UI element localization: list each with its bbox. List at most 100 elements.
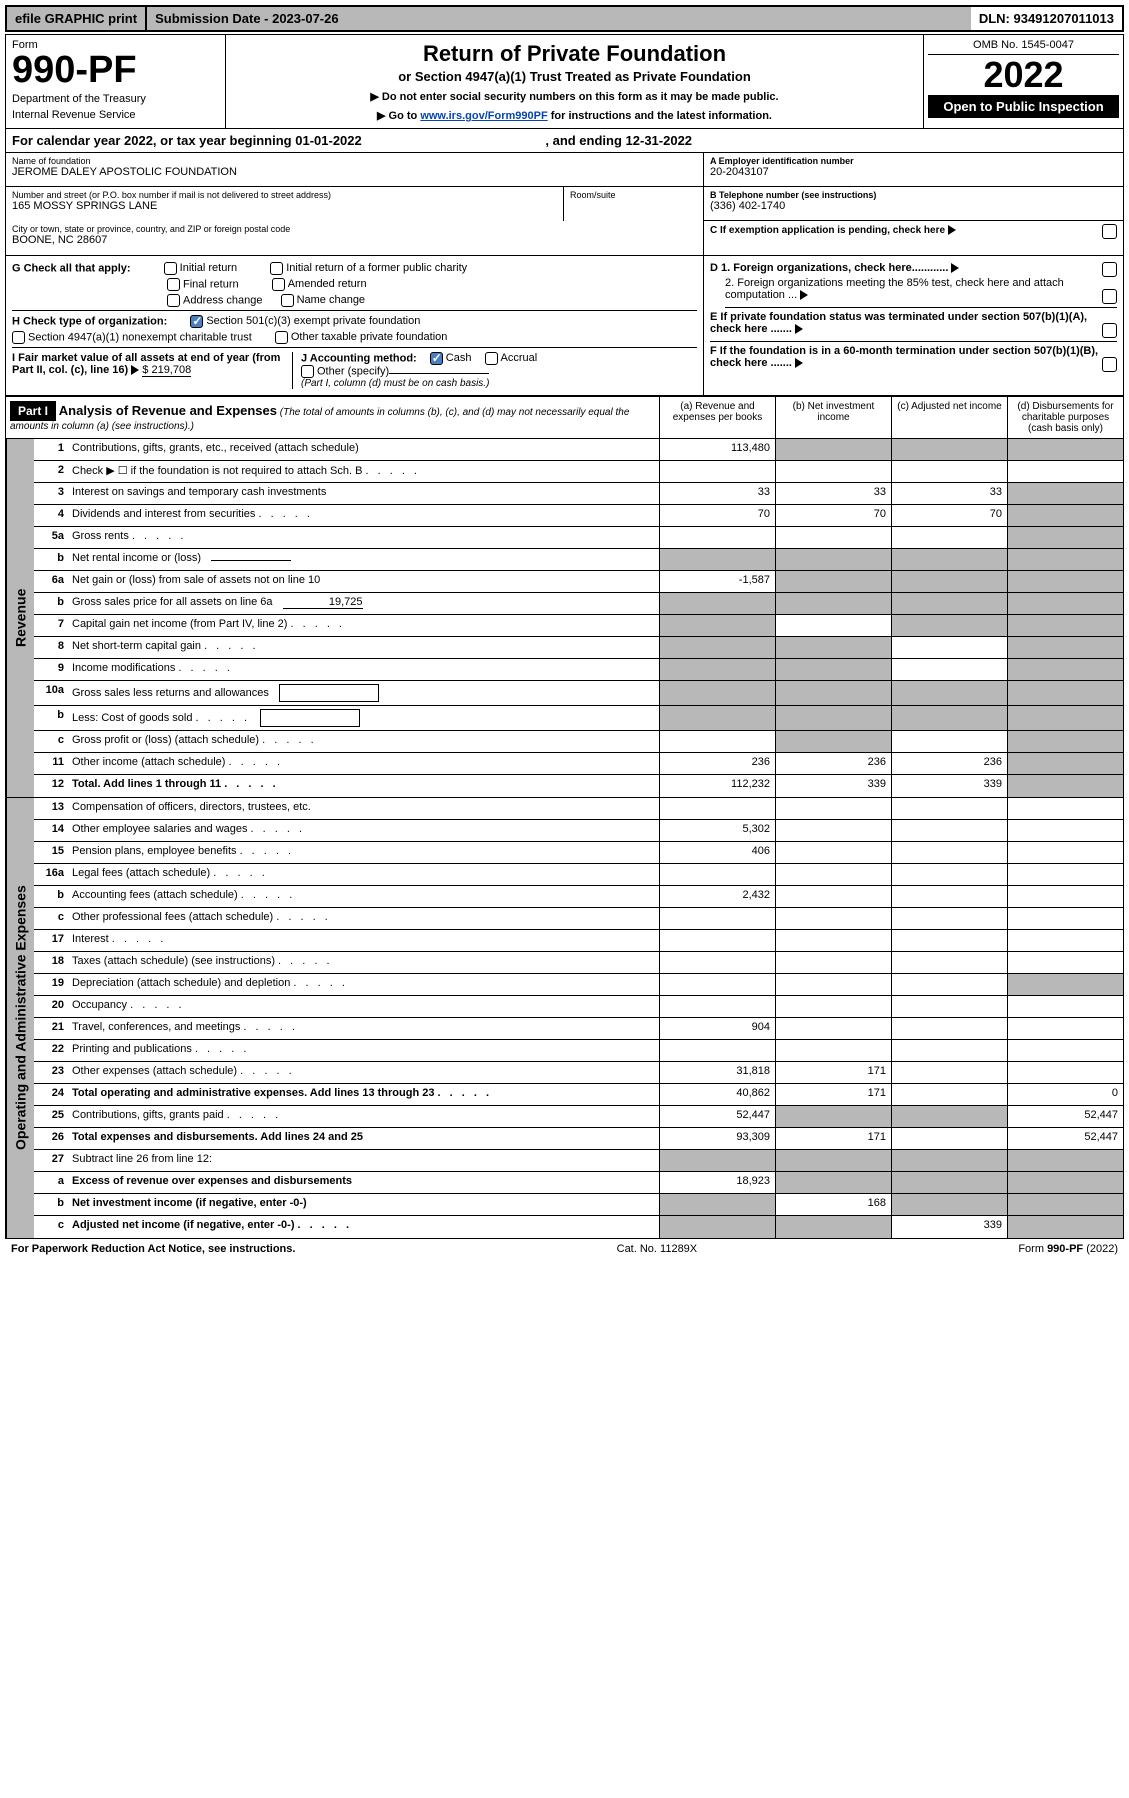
cell-a: 904: [659, 1018, 775, 1039]
cell-c: [891, 593, 1007, 614]
checkbox-initial-return[interactable]: [164, 262, 177, 275]
cell-c: [891, 1194, 1007, 1215]
dept-irs: Internal Revenue Service: [12, 109, 219, 121]
cell-a: 40,862: [659, 1084, 775, 1105]
row-label: Other income (attach schedule) . . . . .: [68, 753, 659, 774]
e-line: E If private foundation status was termi…: [710, 311, 1117, 342]
row-label: Check ▶ ☐ if the foundation is not requi…: [68, 461, 659, 482]
row-label: Other employee salaries and wages . . . …: [68, 820, 659, 841]
checkbox-other-method[interactable]: [301, 365, 314, 378]
checkbox-cash[interactable]: [430, 352, 443, 365]
footer-catalog: Cat. No. 11289X: [617, 1243, 698, 1255]
table-row: 18Taxes (attach schedule) (see instructi…: [34, 952, 1123, 974]
expenses-section: Operating and Administrative Expenses 13…: [5, 798, 1124, 1239]
i-block: I Fair market value of all assets at end…: [12, 352, 292, 389]
cell-d: [1007, 996, 1123, 1017]
revenue-section: Revenue 1Contributions, gifts, grants, e…: [5, 439, 1124, 798]
cell-b: [775, 1150, 891, 1171]
cell-d: [1007, 930, 1123, 951]
row-label: Gross profit or (loss) (attach schedule)…: [68, 731, 659, 752]
cell-d: [1007, 505, 1123, 526]
checkbox-f[interactable]: [1102, 357, 1117, 372]
row-number: b: [34, 549, 68, 570]
cell-d: 52,447: [1007, 1128, 1123, 1149]
cell-a: [659, 527, 775, 548]
foundation-name-row: Name of foundation JEROME DALEY APOSTOLI…: [6, 153, 703, 187]
cell-a: 31,818: [659, 1062, 775, 1083]
open-public-badge: Open to Public Inspection: [928, 95, 1119, 118]
checkbox-other-taxable[interactable]: [275, 331, 288, 344]
row-number: 25: [34, 1106, 68, 1127]
row-number: 10a: [34, 681, 68, 705]
fmv-value: $ 219,708: [142, 364, 191, 377]
d2-line: 2. Foreign organizations meeting the 85%…: [725, 277, 1117, 308]
cell-c: [891, 731, 1007, 752]
checkbox-name-change[interactable]: [281, 294, 294, 307]
cell-c: [891, 1084, 1007, 1105]
cell-a: 236: [659, 753, 775, 774]
ein-row: A Employer identification number 20-2043…: [704, 153, 1123, 187]
cell-d: [1007, 908, 1123, 929]
cell-b: [775, 974, 891, 995]
j-block: J Accounting method: Cash Accrual Other …: [292, 352, 697, 389]
row-label: Contributions, gifts, grants, etc., rece…: [68, 439, 659, 460]
footer-form-ref: Form 990-PF (2022): [1018, 1243, 1118, 1255]
row-label: Net rental income or (loss): [68, 549, 659, 570]
cell-d: [1007, 775, 1123, 797]
cell-d: [1007, 706, 1123, 730]
checkbox-initial-former[interactable]: [270, 262, 283, 275]
revenue-label: Revenue: [6, 439, 34, 797]
arrow-icon: [800, 290, 808, 300]
form-title: Return of Private Foundation: [232, 41, 917, 67]
cell-c: [891, 930, 1007, 951]
cell-b: [775, 593, 891, 614]
checkbox-address-change[interactable]: [167, 294, 180, 307]
cell-a: [659, 930, 775, 951]
checkbox-4947a1[interactable]: [12, 331, 25, 344]
checkbox-final-return[interactable]: [167, 278, 180, 291]
cell-b: [775, 615, 891, 636]
table-row: cOther professional fees (attach schedul…: [34, 908, 1123, 930]
cell-b: [775, 571, 891, 592]
checkbox-accrual[interactable]: [485, 352, 498, 365]
checkbox-c[interactable]: [1102, 224, 1117, 239]
table-row: cAdjusted net income (if negative, enter…: [34, 1216, 1123, 1238]
page-footer: For Paperwork Reduction Act Notice, see …: [5, 1239, 1124, 1259]
checkbox-e[interactable]: [1102, 323, 1117, 338]
cell-c: [891, 571, 1007, 592]
row-number: 9: [34, 659, 68, 680]
table-row: 15Pension plans, employee benefits . . .…: [34, 842, 1123, 864]
checkbox-amended-return[interactable]: [272, 278, 285, 291]
cell-a: [659, 549, 775, 570]
cell-c: [891, 1106, 1007, 1127]
row-label: Less: Cost of goods sold . . . . .: [68, 706, 659, 730]
cell-a: -1,587: [659, 571, 775, 592]
checkbox-d2[interactable]: [1102, 289, 1117, 304]
checkbox-d1[interactable]: [1102, 262, 1117, 277]
cell-a: [659, 659, 775, 680]
form-subtitle: or Section 4947(a)(1) Trust Treated as P…: [232, 69, 917, 84]
table-row: 9Income modifications . . . . .: [34, 659, 1123, 681]
table-row: 5aGross rents . . . . .: [34, 527, 1123, 549]
cell-d: [1007, 820, 1123, 841]
cell-a: [659, 1040, 775, 1061]
irs-link[interactable]: www.irs.gov/Form990PF: [420, 110, 547, 122]
table-row: bGross sales price for all assets on lin…: [34, 593, 1123, 615]
cell-d: [1007, 1150, 1123, 1171]
row-number: b: [34, 886, 68, 907]
row-number: b: [34, 706, 68, 730]
checkbox-501c3[interactable]: [190, 315, 203, 328]
table-row: 25Contributions, gifts, grants paid . . …: [34, 1106, 1123, 1128]
cell-c: [891, 659, 1007, 680]
table-row: 22Printing and publications . . . . .: [34, 1040, 1123, 1062]
cell-c: [891, 637, 1007, 658]
row-number: a: [34, 1172, 68, 1193]
row-label: Net investment income (if negative, ente…: [68, 1194, 659, 1215]
efile-button[interactable]: efile GRAPHIC print: [7, 7, 147, 30]
row-number: 14: [34, 820, 68, 841]
row-number: 8: [34, 637, 68, 658]
cell-a: [659, 864, 775, 885]
g-checks: G Check all that apply: Initial return I…: [12, 262, 697, 275]
row-label: Compensation of officers, directors, tru…: [68, 798, 659, 819]
col-a-header: (a) Revenue and expenses per books: [659, 397, 775, 438]
